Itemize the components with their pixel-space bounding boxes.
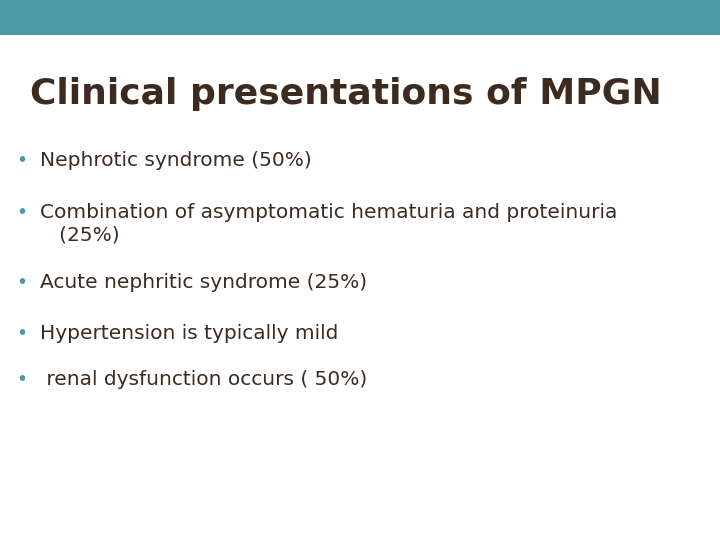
Text: •: • bbox=[16, 202, 27, 221]
Text: renal dysfunction occurs ( 50%): renal dysfunction occurs ( 50%) bbox=[40, 370, 367, 389]
Text: Nephrotic syndrome (50%): Nephrotic syndrome (50%) bbox=[40, 151, 311, 170]
Text: Acute nephritic syndrome (25%): Acute nephritic syndrome (25%) bbox=[40, 273, 366, 292]
Text: •: • bbox=[16, 273, 27, 292]
Text: Combination of asymptomatic hematuria and proteinuria
   (25%): Combination of asymptomatic hematuria an… bbox=[40, 202, 617, 244]
Text: Clinical presentations of MPGN: Clinical presentations of MPGN bbox=[30, 77, 662, 111]
Bar bbox=[0, 0, 720, 35]
Text: •: • bbox=[16, 370, 27, 389]
Text: •: • bbox=[16, 324, 27, 343]
Text: Hypertension is typically mild: Hypertension is typically mild bbox=[40, 324, 338, 343]
Text: •: • bbox=[16, 151, 27, 170]
